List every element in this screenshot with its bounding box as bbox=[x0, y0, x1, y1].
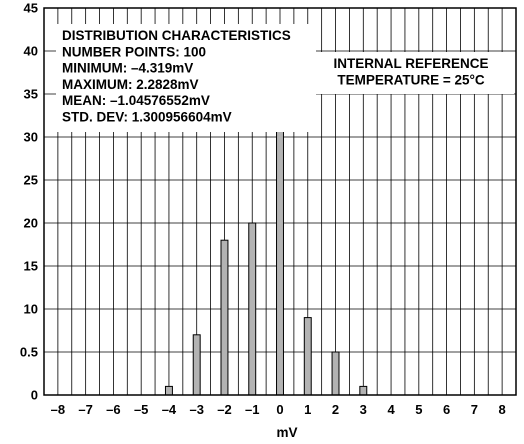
x-tick-label: 1 bbox=[304, 402, 311, 417]
bar-2 bbox=[220, 239, 229, 396]
x-tick-label: 4 bbox=[387, 402, 395, 417]
x-tick-label: 7 bbox=[471, 402, 478, 417]
x-tick-label: –2 bbox=[217, 402, 231, 417]
annotation-background bbox=[308, 52, 514, 94]
x-tick-label: –5 bbox=[134, 402, 148, 417]
bar-1 bbox=[192, 334, 201, 396]
stats-line: STD. DEV: 1.300956604mV bbox=[62, 110, 232, 125]
y-tick-label: 35 bbox=[24, 87, 38, 102]
x-tick-label: –8 bbox=[51, 402, 65, 417]
x-tick-label: –1 bbox=[245, 402, 259, 417]
stats-line: MAXIMUM: 2.2828mV bbox=[62, 77, 199, 92]
annotation-line: INTERNAL REFERENCE bbox=[333, 56, 488, 71]
bar-5 bbox=[303, 317, 312, 396]
y-tick-label: 0.5 bbox=[20, 345, 38, 360]
annotation-line: TEMPERATURE = 25°C bbox=[337, 73, 485, 88]
bar-6 bbox=[331, 351, 340, 396]
bar-series bbox=[164, 59, 368, 396]
bar-3 bbox=[248, 222, 257, 396]
x-tick-label: –4 bbox=[162, 402, 177, 417]
y-tick-label: 15 bbox=[24, 259, 38, 274]
y-tick-label: 40 bbox=[24, 44, 38, 59]
x-tick-label: 6 bbox=[443, 402, 450, 417]
stats-line: MINIMUM: –4.319mV bbox=[62, 61, 193, 76]
annotation: INTERNAL REFERENCE TEMPERATURE = 25°C bbox=[333, 56, 488, 88]
x-tick-label: –3 bbox=[189, 402, 203, 417]
y-tick-label: 30 bbox=[24, 130, 38, 145]
bar-0 bbox=[164, 385, 173, 396]
y-tick-label: 10 bbox=[24, 302, 38, 317]
x-tick-label: 3 bbox=[360, 402, 367, 417]
x-axis-label: mV bbox=[276, 425, 297, 440]
y-tick-label: 20 bbox=[24, 216, 38, 231]
y-tick-label: 0 bbox=[31, 388, 38, 403]
y-tick-label: 25 bbox=[24, 173, 38, 188]
x-tick-labels: –8 –7 –6 –5 –4 –3 –2 –1 0 1 2 3 4 5 6 7 8 bbox=[51, 402, 506, 417]
x-tick-label: 5 bbox=[415, 402, 422, 417]
bar-7 bbox=[359, 385, 368, 396]
stats-box-background bbox=[56, 24, 316, 132]
stats-line: DISTRIBUTION CHARACTERISTICS bbox=[62, 28, 291, 43]
x-tick-label: 0 bbox=[276, 402, 283, 417]
stats-line: NUMBER POINTS: 100 bbox=[62, 44, 206, 59]
y-tick-labels: 0 0.5 10 15 20 25 30 35 40 45 bbox=[20, 1, 38, 403]
x-tick-label: –6 bbox=[106, 402, 120, 417]
x-tick-label: 8 bbox=[499, 402, 506, 417]
x-tick-label: –7 bbox=[78, 402, 92, 417]
x-tick-label: 2 bbox=[332, 402, 339, 417]
stats-line: MEAN: –1.04576552mV bbox=[62, 93, 210, 108]
y-tick-label: 45 bbox=[24, 1, 38, 16]
plot-frame bbox=[43, 7, 517, 396]
